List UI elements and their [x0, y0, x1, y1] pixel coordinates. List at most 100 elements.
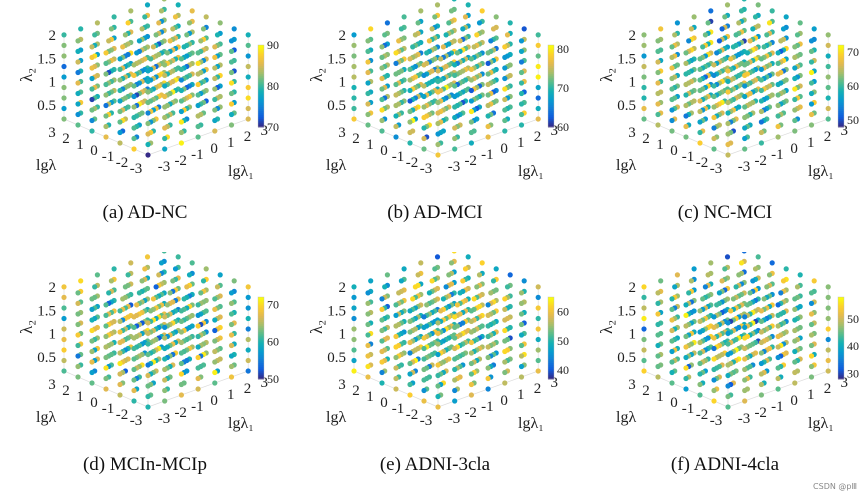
- data-point: [245, 347, 251, 353]
- data-point: [228, 374, 235, 380]
- data-point: [736, 20, 742, 26]
- data-point: [728, 56, 734, 62]
- y-tick-label: -1: [392, 149, 405, 165]
- data-point: [825, 95, 831, 101]
- data-point: [711, 62, 717, 68]
- data-point: [697, 350, 703, 356]
- colorbar-segment: [838, 317, 844, 321]
- colorbar-segment: [258, 348, 264, 351]
- data-point: [407, 381, 413, 388]
- data-point: [669, 44, 675, 50]
- x-tick-label: -1: [191, 399, 204, 415]
- z-tick-label: 1: [629, 327, 637, 343]
- data-point: [518, 342, 525, 349]
- data-point: [134, 50, 140, 56]
- x-tick-label: 2: [534, 381, 542, 397]
- data-point: [103, 386, 109, 392]
- data-point: [120, 296, 126, 302]
- data-point: [379, 65, 385, 71]
- data-point: [212, 317, 218, 323]
- colorbar-segment: [838, 53, 844, 56]
- data-point: [145, 99, 151, 106]
- data-point: [485, 60, 491, 66]
- data-point: [212, 44, 218, 50]
- colorbar-segment: [548, 73, 554, 77]
- data-point: [379, 359, 385, 365]
- data-point: [535, 368, 541, 374]
- data-point: [697, 66, 703, 72]
- data-point: [162, 398, 168, 404]
- data-point: [775, 302, 781, 308]
- data-point: [245, 368, 251, 374]
- data-point: [212, 75, 218, 82]
- data-point: [674, 20, 680, 26]
- data-point: [448, 260, 455, 266]
- colorbar-segment: [838, 309, 844, 312]
- data-point: [351, 368, 357, 374]
- data-point: [792, 296, 798, 302]
- data-point: [742, 104, 748, 110]
- data-point: [711, 387, 717, 394]
- data-point: [655, 122, 661, 128]
- colorbar-tick-label: 50: [557, 334, 569, 348]
- data-point: [493, 14, 499, 20]
- colorbar-tick-label: 40: [557, 363, 569, 377]
- data-point: [725, 330, 731, 336]
- data-point: [393, 375, 399, 382]
- colorbar-segment: [548, 102, 554, 105]
- data-point: [669, 96, 675, 103]
- data-point: [421, 377, 427, 383]
- colorbar-segment: [838, 321, 844, 325]
- data-point: [89, 107, 95, 113]
- data-point: [117, 56, 123, 62]
- x-tick-label: 0: [500, 393, 508, 409]
- data-point: [725, 393, 731, 400]
- data-point: [435, 141, 441, 148]
- data-point: [365, 332, 371, 338]
- data-point: [691, 14, 697, 20]
- data-point: [535, 74, 541, 80]
- data-point: [700, 44, 706, 50]
- x-tick-label: -3: [158, 411, 171, 427]
- colorbar-tick-label: 60: [847, 79, 859, 93]
- data-point: [535, 357, 541, 364]
- data-point: [228, 80, 235, 86]
- colorbar-segment: [838, 79, 844, 83]
- data-point: [106, 290, 112, 296]
- data-point: [396, 290, 402, 296]
- colorbar-segment: [838, 77, 844, 81]
- data-point: [195, 134, 201, 140]
- data-point: [435, 110, 441, 116]
- data-point: [379, 296, 385, 302]
- data-point: [228, 90, 235, 97]
- data-point: [61, 347, 67, 353]
- data-point: [724, 254, 731, 260]
- data-point: [61, 105, 67, 112]
- data-point: [167, 38, 173, 44]
- colorbar-segment: [548, 88, 554, 91]
- data-point: [195, 92, 201, 98]
- colorbar-tick-label: 50: [847, 312, 859, 326]
- data-point: [178, 350, 184, 356]
- colorbar-segment: [258, 61, 264, 64]
- colorbar-segment: [838, 61, 844, 64]
- data-point: [103, 375, 109, 382]
- data-point: [792, 65, 798, 71]
- data-point: [393, 354, 399, 361]
- data-point: [418, 8, 424, 14]
- data-point: [435, 393, 441, 400]
- colorbar-segment: [548, 315, 554, 318]
- data-point: [452, 83, 458, 89]
- data-point: [468, 98, 474, 104]
- data-point: [89, 306, 95, 312]
- data-point: [122, 32, 128, 38]
- data-point: [535, 305, 541, 311]
- data-point: [245, 84, 251, 91]
- data-point: [117, 98, 123, 104]
- data-point: [758, 129, 764, 136]
- data-point: [103, 71, 109, 77]
- data-point: [214, 32, 221, 38]
- data-point: [162, 345, 168, 352]
- data-point: [792, 359, 798, 365]
- subplot-e: -3 -2 -1 0 1 2 3 -3 -2 -1 0 1 2 3 0.5 1 1.5 2 lgλ₁ lgλ λ₂ 40 5…: [290, 252, 580, 497]
